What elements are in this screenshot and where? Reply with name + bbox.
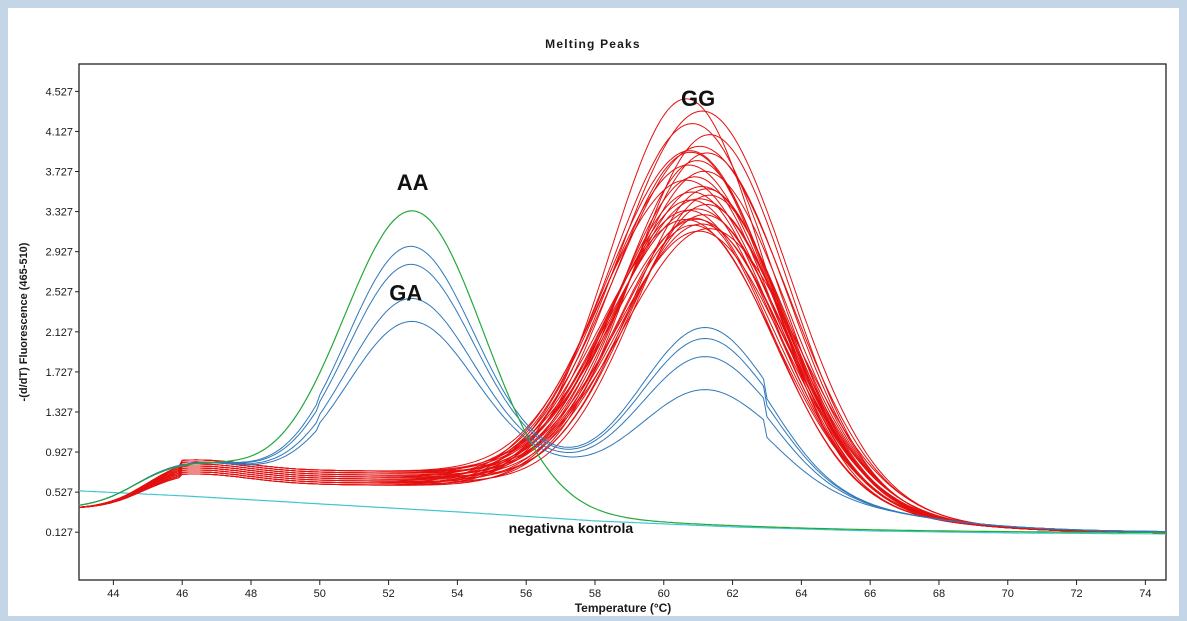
ga-curve: [78, 320, 1167, 533]
y-tick-label: 3.727: [45, 167, 73, 179]
x-tick-label: 62: [726, 588, 738, 600]
y-tick-label: 1.727: [45, 367, 73, 379]
x-tick-label: 66: [864, 588, 876, 600]
y-tick-label: 4.527: [45, 86, 73, 98]
y-tick-label: 0.127: [45, 527, 73, 539]
y-tick-label: 2.927: [45, 247, 73, 259]
axes-layer: 44 46 48 50 52 54 56 58 60 62 64 66 68 70 72 74 0.127 0.5…: [45, 86, 1151, 600]
annotation-aa: AA: [397, 170, 429, 195]
negative-control-curve: [78, 490, 1166, 535]
x-tick-label: 58: [589, 588, 601, 600]
x-tick-label: 56: [520, 588, 532, 600]
x-tick-label: 60: [658, 588, 670, 600]
y-tick-label: 2.127: [45, 327, 73, 339]
gg-curve: [78, 218, 1167, 534]
chart-title: Melting Peaks: [545, 37, 641, 51]
x-axis-label: Temperature (°C): [575, 601, 672, 615]
y-tick-label: 3.327: [45, 207, 73, 219]
x-tick-label: 52: [382, 588, 394, 600]
x-tick-label: 48: [245, 588, 257, 600]
x-tick-label: 44: [107, 588, 119, 600]
y-tick-label: 0.527: [45, 487, 73, 499]
x-tick-label: 64: [795, 588, 807, 600]
x-tick-label: 70: [1002, 588, 1014, 600]
x-tick-label: 46: [176, 588, 188, 600]
y-tick-label: 2.527: [45, 287, 73, 299]
x-tick-label: 72: [1070, 588, 1082, 600]
y-tick-label: 1.327: [45, 407, 73, 419]
x-tick-label: 68: [933, 588, 945, 600]
annotation-layer: GG AA GA negativna kontrola: [389, 86, 715, 536]
y-tick-label: 0.927: [45, 447, 73, 459]
aa-curve: [78, 210, 1166, 534]
annotation-gg: GG: [681, 86, 715, 111]
annotation-negativna-kontrola: negativna kontrola: [509, 520, 634, 536]
y-axis-label: -(d/dT) Fluorescence (465-510): [18, 242, 30, 401]
x-tick-label: 54: [451, 588, 463, 600]
y-tick-label: 4.127: [45, 126, 73, 138]
x-tick-label: 74: [1139, 588, 1151, 600]
annotation-ga: GA: [389, 280, 422, 305]
curve-layer: [78, 98, 1167, 535]
x-tick-label: 50: [314, 588, 326, 600]
